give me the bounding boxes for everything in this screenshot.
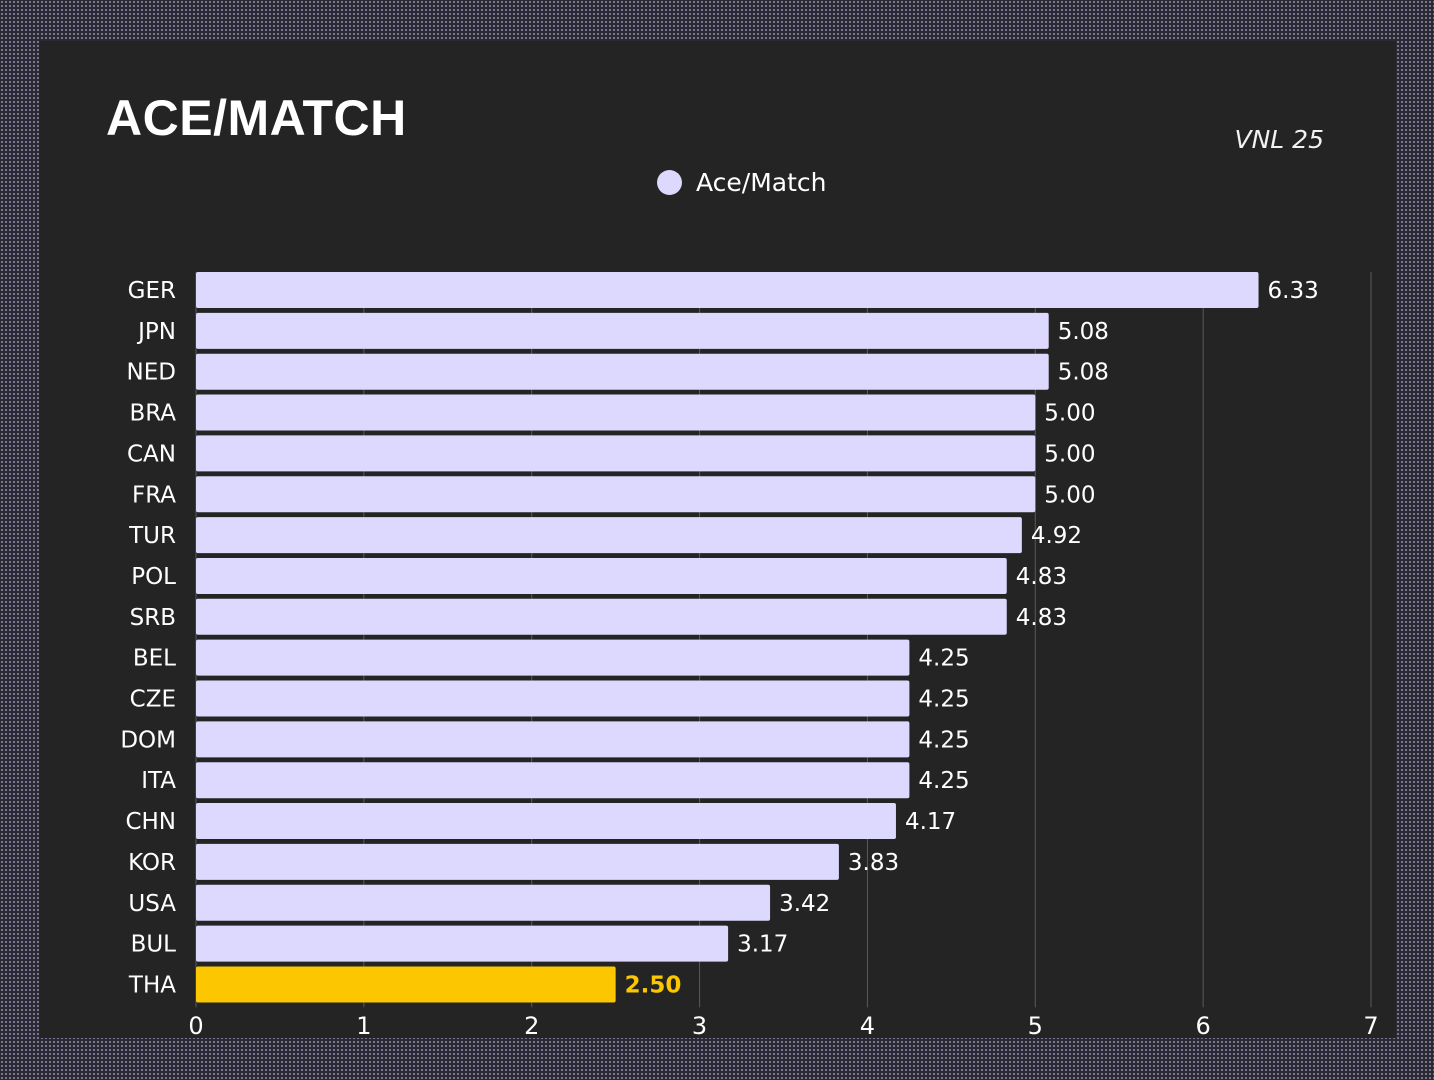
- data-label: 4.25: [918, 646, 969, 672]
- bar-can: [196, 435, 1036, 472]
- bar-srb: [196, 598, 1007, 635]
- data-label: 5.00: [1044, 401, 1095, 427]
- category-label: SRB: [130, 605, 176, 631]
- x-tick-label: 4: [860, 1012, 875, 1040]
- bar-ger: [196, 272, 1259, 308]
- data-label: 5.00: [1044, 482, 1095, 508]
- data-label: 2.50: [625, 972, 682, 998]
- bar-dom: [196, 721, 910, 758]
- data-label: 3.17: [737, 932, 788, 958]
- bar-cze: [196, 680, 910, 717]
- bar-jpn: [196, 312, 1049, 349]
- x-tick-label: 1: [356, 1012, 371, 1040]
- data-label: 4.83: [1016, 564, 1067, 590]
- x-tick-label: 3: [692, 1012, 707, 1040]
- bar-ned: [196, 353, 1049, 390]
- data-label: 4.25: [918, 768, 969, 794]
- bar-bel: [196, 639, 910, 676]
- category-label: KOR: [128, 850, 176, 876]
- chart-legend: Ace/Match: [657, 168, 827, 197]
- x-tick-label: 7: [1363, 1012, 1378, 1040]
- data-label: 4.25: [918, 727, 969, 753]
- data-label: 5.00: [1044, 441, 1095, 467]
- category-label: BEL: [133, 646, 176, 672]
- category-label: THA: [128, 972, 176, 998]
- x-tick-label: 6: [1196, 1012, 1211, 1040]
- chart-subtitle: VNL 25: [1234, 125, 1325, 154]
- category-label: GER: [128, 278, 176, 304]
- category-label: TUR: [128, 523, 176, 549]
- legend-label: Ace/Match: [696, 168, 827, 197]
- category-label: CAN: [127, 441, 176, 467]
- category-label: CZE: [130, 687, 176, 713]
- chart-title: ACE/MATCH: [106, 90, 407, 146]
- bar-fra: [196, 476, 1036, 513]
- legend-swatch-icon: [657, 170, 682, 195]
- data-label: 4.17: [905, 809, 956, 835]
- category-label: CHN: [125, 809, 176, 835]
- bar-bra: [196, 394, 1036, 431]
- data-label: 4.25: [918, 687, 969, 713]
- bar-kor: [196, 843, 839, 880]
- category-label: JPN: [136, 319, 176, 345]
- bar-bul: [196, 925, 729, 962]
- bar-ita: [196, 762, 910, 799]
- category-label: NED: [127, 360, 176, 386]
- category-label: BRA: [129, 401, 176, 427]
- bar-pol: [196, 557, 1007, 594]
- x-tick-label: 0: [188, 1012, 203, 1040]
- data-label: 6.33: [1268, 278, 1319, 304]
- x-tick-label: 5: [1028, 1012, 1043, 1040]
- category-label: ITA: [141, 768, 176, 794]
- category-label: BUL: [131, 932, 177, 958]
- category-label: FRA: [132, 482, 176, 508]
- data-label: 5.08: [1058, 360, 1109, 386]
- category-label: DOM: [120, 727, 176, 753]
- bar-tur: [196, 517, 1022, 554]
- data-label: 5.08: [1058, 319, 1109, 345]
- bar-tha: [196, 966, 616, 1003]
- category-label: USA: [128, 891, 176, 917]
- bar-chn: [196, 803, 896, 840]
- data-label: 3.42: [779, 891, 830, 917]
- x-tick-label: 2: [524, 1012, 539, 1040]
- data-label: 4.92: [1031, 523, 1082, 549]
- category-label: POL: [131, 564, 176, 590]
- data-label: 4.83: [1016, 605, 1067, 631]
- bar-usa: [196, 884, 771, 921]
- data-label: 3.83: [848, 850, 899, 876]
